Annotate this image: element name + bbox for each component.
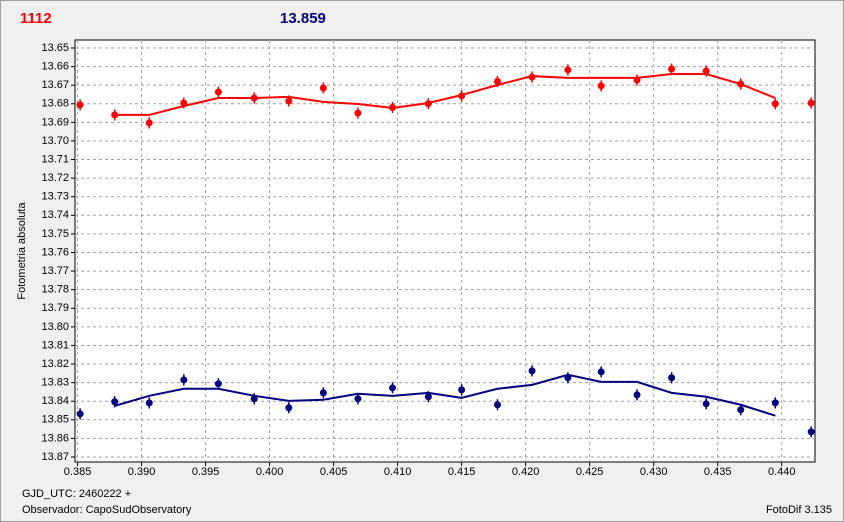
data-point xyxy=(737,80,745,88)
plot-area xyxy=(74,39,816,463)
y-tick-label: 13.82 xyxy=(41,358,69,370)
data-point xyxy=(771,399,779,407)
data-point xyxy=(597,82,605,90)
data-point xyxy=(807,428,815,436)
y-tick-label: 13.66 xyxy=(41,60,69,72)
x-tick-label: 0.420 xyxy=(512,466,540,478)
y-tick-label: 13.79 xyxy=(41,302,69,314)
y-tick-label: 13.72 xyxy=(41,172,69,184)
x-tick-label: 0.385 xyxy=(64,466,92,478)
data-point xyxy=(319,84,327,92)
y-tick-label: 13.83 xyxy=(41,377,69,389)
data-point xyxy=(668,65,676,73)
data-point xyxy=(354,395,362,403)
footer-version: FotoDif 3.135 xyxy=(766,504,832,516)
data-point xyxy=(458,92,466,100)
y-tick-label: 13.71 xyxy=(41,153,69,165)
x-tick-label: 0.400 xyxy=(256,466,284,478)
data-point xyxy=(564,66,572,74)
data-point xyxy=(528,367,536,375)
x-tick-label: 0.430 xyxy=(640,466,668,478)
data-point xyxy=(424,393,432,401)
data-point xyxy=(493,401,501,409)
data-point xyxy=(702,400,710,408)
data-point xyxy=(807,99,815,107)
y-tick-label: 13.68 xyxy=(41,98,69,110)
header-right: 13.859 xyxy=(280,10,326,27)
y-tick-label: 13.81 xyxy=(41,339,69,351)
y-tick-label: 13.74 xyxy=(41,209,69,221)
data-point xyxy=(250,395,258,403)
data-point xyxy=(214,380,222,388)
data-point xyxy=(633,76,641,84)
data-point xyxy=(424,100,432,108)
y-tick-label: 13.65 xyxy=(41,42,69,54)
data-point xyxy=(180,99,188,107)
y-tick-label: 13.70 xyxy=(41,135,69,147)
data-point xyxy=(319,389,327,397)
x-tick-label: 0.410 xyxy=(384,466,412,478)
data-point xyxy=(389,384,397,392)
data-point xyxy=(250,94,258,102)
x-tick-label: 0.390 xyxy=(128,466,156,478)
y-tick-label: 13.77 xyxy=(41,265,69,277)
data-point xyxy=(354,109,362,117)
data-point xyxy=(285,97,293,105)
footer-line: Observador: CapoSudObservatory xyxy=(22,504,192,516)
x-tick-label: 0.395 xyxy=(192,466,220,478)
data-point xyxy=(389,103,397,111)
data-point xyxy=(214,88,222,96)
x-tick-label: 0.440 xyxy=(768,466,796,478)
data-point xyxy=(597,368,605,376)
data-point xyxy=(668,374,676,382)
y-tick-label: 13.76 xyxy=(41,246,69,258)
y-tick-label: 13.86 xyxy=(41,432,69,444)
data-point xyxy=(493,77,501,85)
x-tick-label: 0.405 xyxy=(320,466,348,478)
data-point xyxy=(111,111,119,119)
data-point xyxy=(633,391,641,399)
data-point xyxy=(111,398,119,406)
y-tick-label: 13.78 xyxy=(41,284,69,296)
data-point xyxy=(76,101,84,109)
data-point xyxy=(458,386,466,394)
fit-line xyxy=(114,73,776,116)
fit-line xyxy=(114,373,776,417)
y-tick-label: 13.73 xyxy=(41,191,69,203)
y-tick-label: 13.87 xyxy=(41,451,69,463)
x-tick-label: 0.415 xyxy=(448,466,476,478)
header-left: 1112 xyxy=(20,10,52,27)
data-point xyxy=(145,399,153,407)
y-tick-label: 13.80 xyxy=(41,321,69,333)
y-tick-label: 13.75 xyxy=(41,228,69,240)
y-tick-label: 13.84 xyxy=(41,395,69,407)
data-point xyxy=(145,119,153,127)
y-tick-label: 13.85 xyxy=(41,414,69,426)
data-point xyxy=(771,100,779,108)
data-point xyxy=(528,73,536,81)
x-tick-label: 0.435 xyxy=(704,466,732,478)
data-point xyxy=(564,374,572,382)
data-point xyxy=(180,376,188,384)
y-axis-label: Fotometria absoluta xyxy=(16,202,28,300)
data-point xyxy=(76,410,84,418)
data-point xyxy=(285,404,293,412)
y-tick-label: 13.67 xyxy=(41,79,69,91)
x-tick-label: 0.425 xyxy=(576,466,604,478)
data-point xyxy=(702,67,710,75)
footer-line: GJD_UTC: 2460222 + xyxy=(22,488,131,500)
data-point xyxy=(737,406,745,414)
y-tick-label: 13.69 xyxy=(41,116,69,128)
